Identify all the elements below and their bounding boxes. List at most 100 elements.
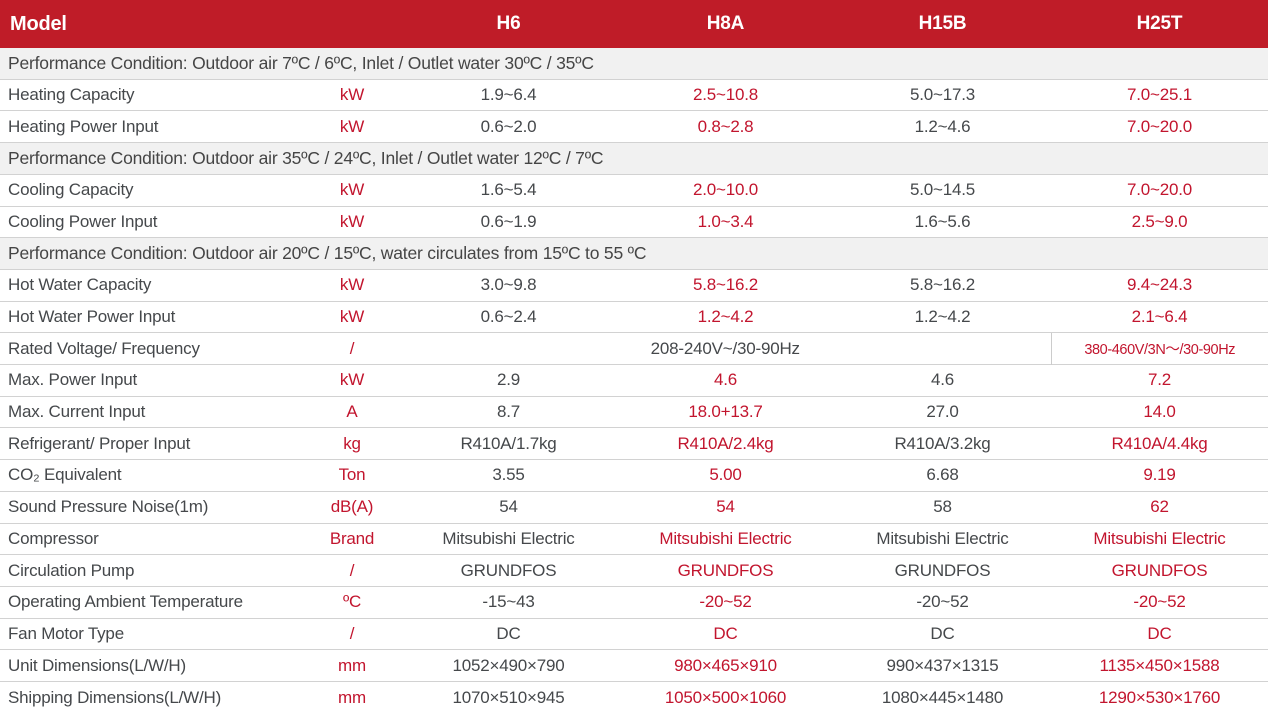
spec-label: CO₂ Equivalent: [0, 459, 304, 492]
spec-label: Operating Ambient Temperature: [0, 585, 304, 619]
spec-row: Circulation Pump / GRUNDFOS GRUNDFOS GRUNDFO…: [0, 554, 1268, 587]
spec-row: Heating Capacity kW 1.9~6.4 2.5~10.8 5.0~17.…: [0, 78, 1268, 111]
spec-label: Hot Water Capacity: [0, 268, 304, 302]
spec-value: 1.0~3.4: [617, 205, 834, 238]
spec-value: 8.7: [400, 395, 617, 428]
spec-value: 9.19: [1051, 459, 1268, 492]
performance-condition-row: Performance Condition: Outdoor air 20ºC …: [0, 237, 1268, 270]
spec-unit: dB(A): [304, 490, 400, 524]
spec-row: Compressor Brand Mitsubishi Electric Mitsub…: [0, 522, 1268, 555]
spec-value: 1080×445×1480: [834, 681, 1051, 713]
spec-value-merged: 208-240V~/30-90Hz: [400, 332, 1051, 365]
spec-value: 1290×530×1760: [1051, 681, 1268, 713]
spec-value: DC: [400, 617, 617, 650]
spec-label: Max. Current Input: [0, 395, 304, 428]
spec-unit: mm: [304, 649, 400, 682]
spec-row: Rated Voltage/ Frequency/208-240V~/30-90…: [0, 332, 1268, 365]
performance-condition-text: Performance Condition: Outdoor air 20ºC …: [0, 237, 1268, 270]
performance-condition-text: Performance Condition: Outdoor air 7ºC /…: [0, 48, 1268, 80]
spec-value: 58: [834, 490, 1051, 524]
spec-label: Circulation Pump: [0, 554, 304, 587]
spec-value: 5.8~16.2: [617, 268, 834, 302]
spec-value: 5.0~17.3: [834, 78, 1051, 111]
spec-value: R410A/2.4kg: [617, 427, 834, 460]
spec-value: 1135×450×1588: [1051, 649, 1268, 682]
spec-label: Unit Dimensions(L/W/H): [0, 649, 304, 682]
spec-row: Operating Ambient Temperature ºC -15~43 -20…: [0, 585, 1268, 619]
spec-value: 7.2: [1051, 364, 1268, 397]
spec-label: Heating Capacity: [0, 78, 304, 111]
spec-unit: kW: [304, 173, 400, 207]
performance-condition-row: Performance Condition: Outdoor air 35ºC …: [0, 142, 1268, 175]
spec-value: R410A/4.4kg: [1051, 427, 1268, 460]
table-header-row: Model H6 H8A H15B H25T: [0, 0, 1268, 48]
spec-value: 54: [400, 490, 617, 524]
spec-value: GRUNDFOS: [617, 554, 834, 587]
spec-value: 0.6~2.4: [400, 300, 617, 333]
spec-value: -15~43: [400, 585, 617, 619]
spec-row: Hot Water Capacity kW 3.0~9.8 5.8~16.2 5.8~1…: [0, 268, 1268, 302]
performance-condition-text: Performance Condition: Outdoor air 35ºC …: [0, 142, 1268, 175]
spec-table-body: Performance Condition: Outdoor air 7ºC /…: [0, 48, 1268, 713]
spec-label: Shipping Dimensions(L/W/H): [0, 681, 304, 713]
spec-row: Sound Pressure Noise(1m) dB(A) 54 54 58 62: [0, 490, 1268, 524]
spec-value: 0.6~2.0: [400, 110, 617, 143]
spec-value: Mitsubishi Electric: [1051, 522, 1268, 555]
spec-row: Hot Water Power Input kW 0.6~2.4 1.2~4.2 1.2…: [0, 300, 1268, 333]
spec-value: 2.5~10.8: [617, 78, 834, 111]
spec-value: 990×437×1315: [834, 649, 1051, 682]
spec-value: 980×465×910: [617, 649, 834, 682]
spec-value: 1050×500×1060: [617, 681, 834, 713]
spec-value: 2.9: [400, 364, 617, 397]
spec-unit: kW: [304, 110, 400, 143]
spec-unit: A: [304, 395, 400, 428]
spec-value: 2.0~10.0: [617, 173, 834, 207]
spec-unit: Brand: [304, 522, 400, 555]
spec-value: GRUNDFOS: [1051, 554, 1268, 587]
spec-unit: /: [304, 617, 400, 650]
spec-unit: mm: [304, 681, 400, 713]
spec-value: DC: [1051, 617, 1268, 650]
spec-unit: kW: [304, 364, 400, 397]
spec-value: GRUNDFOS: [400, 554, 617, 587]
spec-value: 4.6: [617, 364, 834, 397]
spec-value: 4.6: [834, 364, 1051, 397]
spec-label: Compressor: [0, 522, 304, 555]
spec-unit: kW: [304, 268, 400, 302]
spec-row: Unit Dimensions(L/W/H) mm 1052×490×790 980×…: [0, 649, 1268, 682]
spec-value: -20~52: [1051, 585, 1268, 619]
spec-value: 9.4~24.3: [1051, 268, 1268, 302]
spec-value: 7.0~25.1: [1051, 78, 1268, 111]
spec-value: 2.5~9.0: [1051, 205, 1268, 238]
spec-unit: /: [304, 332, 400, 365]
spec-value: R410A/1.7kg: [400, 427, 617, 460]
spec-row: Cooling Capacity kW 1.6~5.4 2.0~10.0 5.0~14.…: [0, 173, 1268, 207]
spec-value: 6.68: [834, 459, 1051, 492]
spec-label: Cooling Capacity: [0, 173, 304, 207]
spec-value: 1.2~4.2: [617, 300, 834, 333]
spec-label: Cooling Power Input: [0, 205, 304, 238]
spec-value: 3.55: [400, 459, 617, 492]
spec-row: CO₂ Equivalent Ton 3.55 5.00 6.68 9.19: [0, 459, 1268, 492]
model-header-label: Model: [0, 0, 400, 48]
spec-row: Max. Current Input A 8.7 18.0+13.7 27.0 14.0: [0, 395, 1268, 428]
spec-value: -20~52: [834, 585, 1051, 619]
spec-row: Fan Motor Type / DC DC DC DC: [0, 617, 1268, 650]
column-header-h15b: H15B: [834, 0, 1051, 48]
spec-unit: kg: [304, 427, 400, 460]
spec-value: 7.0~20.0: [1051, 110, 1268, 143]
spec-row: Max. Power Input kW 2.9 4.6 4.6 7.2: [0, 364, 1268, 397]
spec-value: 3.0~9.8: [400, 268, 617, 302]
spec-value: Mitsubishi Electric: [834, 522, 1051, 555]
spec-value: 1.9~6.4: [400, 78, 617, 111]
spec-value: 1.2~4.2: [834, 300, 1051, 333]
spec-value: 0.8~2.8: [617, 110, 834, 143]
spec-unit: ºC: [304, 585, 400, 619]
spec-value: 1052×490×790: [400, 649, 617, 682]
spec-value: 2.1~6.4: [1051, 300, 1268, 333]
spec-unit: kW: [304, 300, 400, 333]
spec-value: 1.6~5.6: [834, 205, 1051, 238]
column-header-h6: H6: [400, 0, 617, 48]
